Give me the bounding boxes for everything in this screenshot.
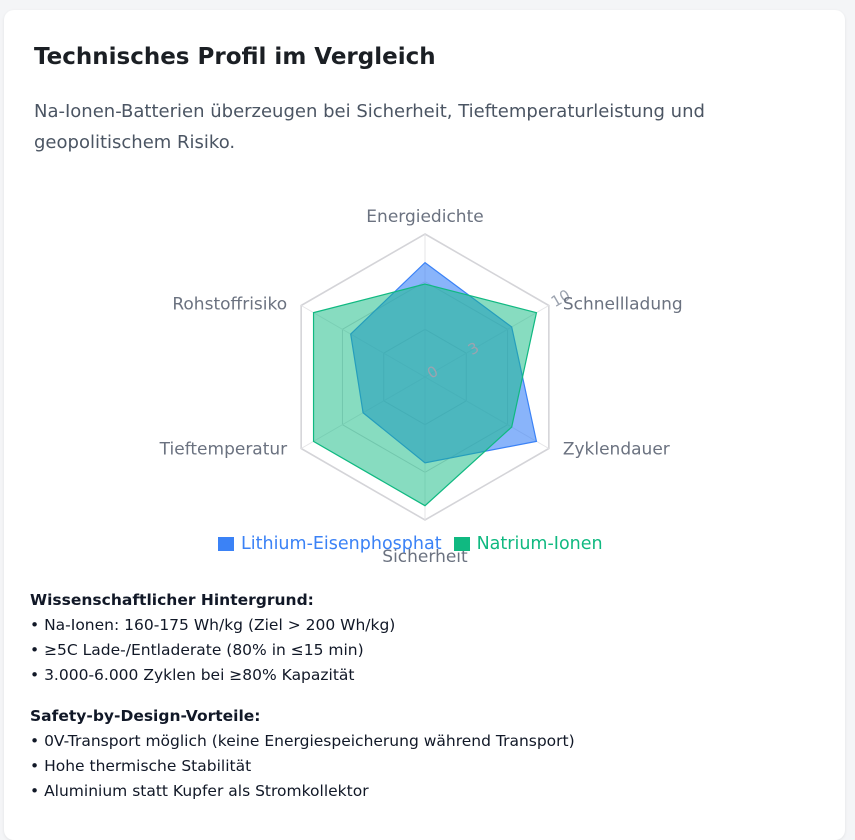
legend-swatch-lithium: [218, 537, 234, 551]
radar-axis-label: Rohstoffrisiko: [172, 295, 287, 315]
list-item: • 3.000-6.000 Zyklen bei ≥80% Kapazität: [30, 666, 355, 684]
list-item: • ≥5C Lade-/Entladerate (80% in ≤15 min): [30, 641, 364, 659]
notes-section-safety: Safety-by-Design-Vorteile: • 0V-Transpor…: [30, 704, 575, 804]
radar-series-natrium: [312, 283, 538, 507]
chart-legend: Lithium-Eisenphosphat Natrium-Ionen: [218, 534, 615, 554]
card-subtitle: Na-Ionen-Batterien überzeugen bei Sicher…: [34, 101, 705, 153]
list-item: • Hohe thermische Stabilität: [30, 757, 252, 775]
radar-chart: 0310EnergiedichteSchnellladungZyklendaue…: [159, 207, 683, 567]
legend-swatch-natrium: [453, 537, 470, 551]
legend-label-natrium: Natrium-Ionen: [476, 534, 603, 554]
legend-item-natrium[interactable]: Natrium-Ionen: [453, 534, 603, 554]
radar-axis-label: Schnellladung: [563, 295, 683, 315]
list-item: • Na-Ionen: 160-175 Wh/kg (Ziel > 200 Wh…: [30, 616, 396, 634]
radar-axis-label: Sicherheit: [382, 547, 468, 567]
legend-item-lithium[interactable]: Lithium-Eisenphosphat: [218, 534, 442, 554]
section-title: Safety-by-Design-Vorteile:: [30, 707, 261, 725]
list-item: • 0V-Transport möglich (keine Energiespe…: [30, 732, 575, 750]
radar-axis-label: Zyklendauer: [563, 440, 670, 460]
section-title: Wissenschaftlicher Hintergrund:: [30, 591, 314, 609]
legend-label-lithium: Lithium-Eisenphosphat: [241, 534, 442, 554]
notes: Wissenschaftlicher Hintergrund: • Na-Ion…: [30, 588, 575, 820]
notes-section-background: Wissenschaftlicher Hintergrund: • Na-Ion…: [30, 588, 575, 688]
radar-axis-label: Tieftemperatur: [159, 440, 288, 460]
radar-axis-label: Energiedichte: [366, 207, 483, 227]
card-title: Technisches Profil im Vergleich: [34, 44, 436, 70]
list-item: • Aluminium statt Kupfer als Stromkollek…: [30, 782, 369, 800]
